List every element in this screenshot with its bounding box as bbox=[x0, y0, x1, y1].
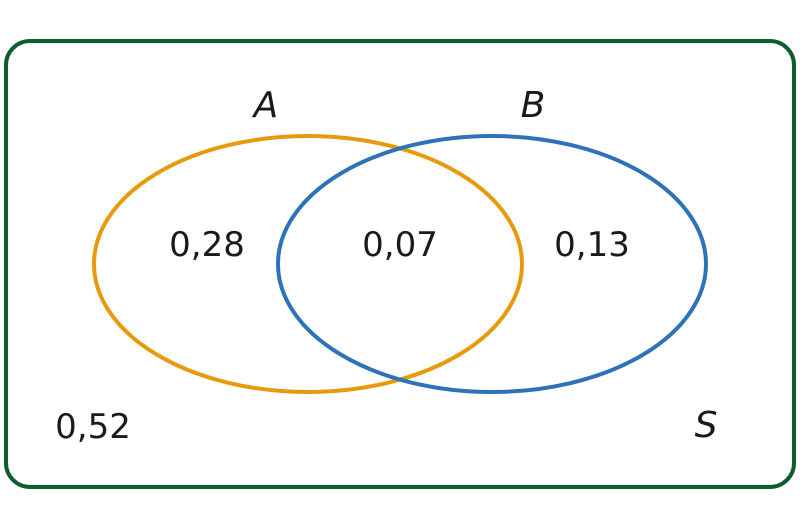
outside-probability: 0,52 bbox=[55, 407, 131, 447]
universe-label: S bbox=[694, 405, 718, 446]
set-a-label: A bbox=[253, 85, 279, 126]
only-b-probability: 0,13 bbox=[554, 225, 630, 265]
intersection-probability: 0,07 bbox=[362, 225, 438, 265]
set-b-label: B bbox=[520, 85, 546, 126]
set-b-ellipse bbox=[276, 134, 708, 394]
only-a-probability: 0,28 bbox=[169, 225, 245, 265]
set-a-ellipse bbox=[92, 134, 524, 394]
sample-space-frame bbox=[4, 39, 796, 489]
